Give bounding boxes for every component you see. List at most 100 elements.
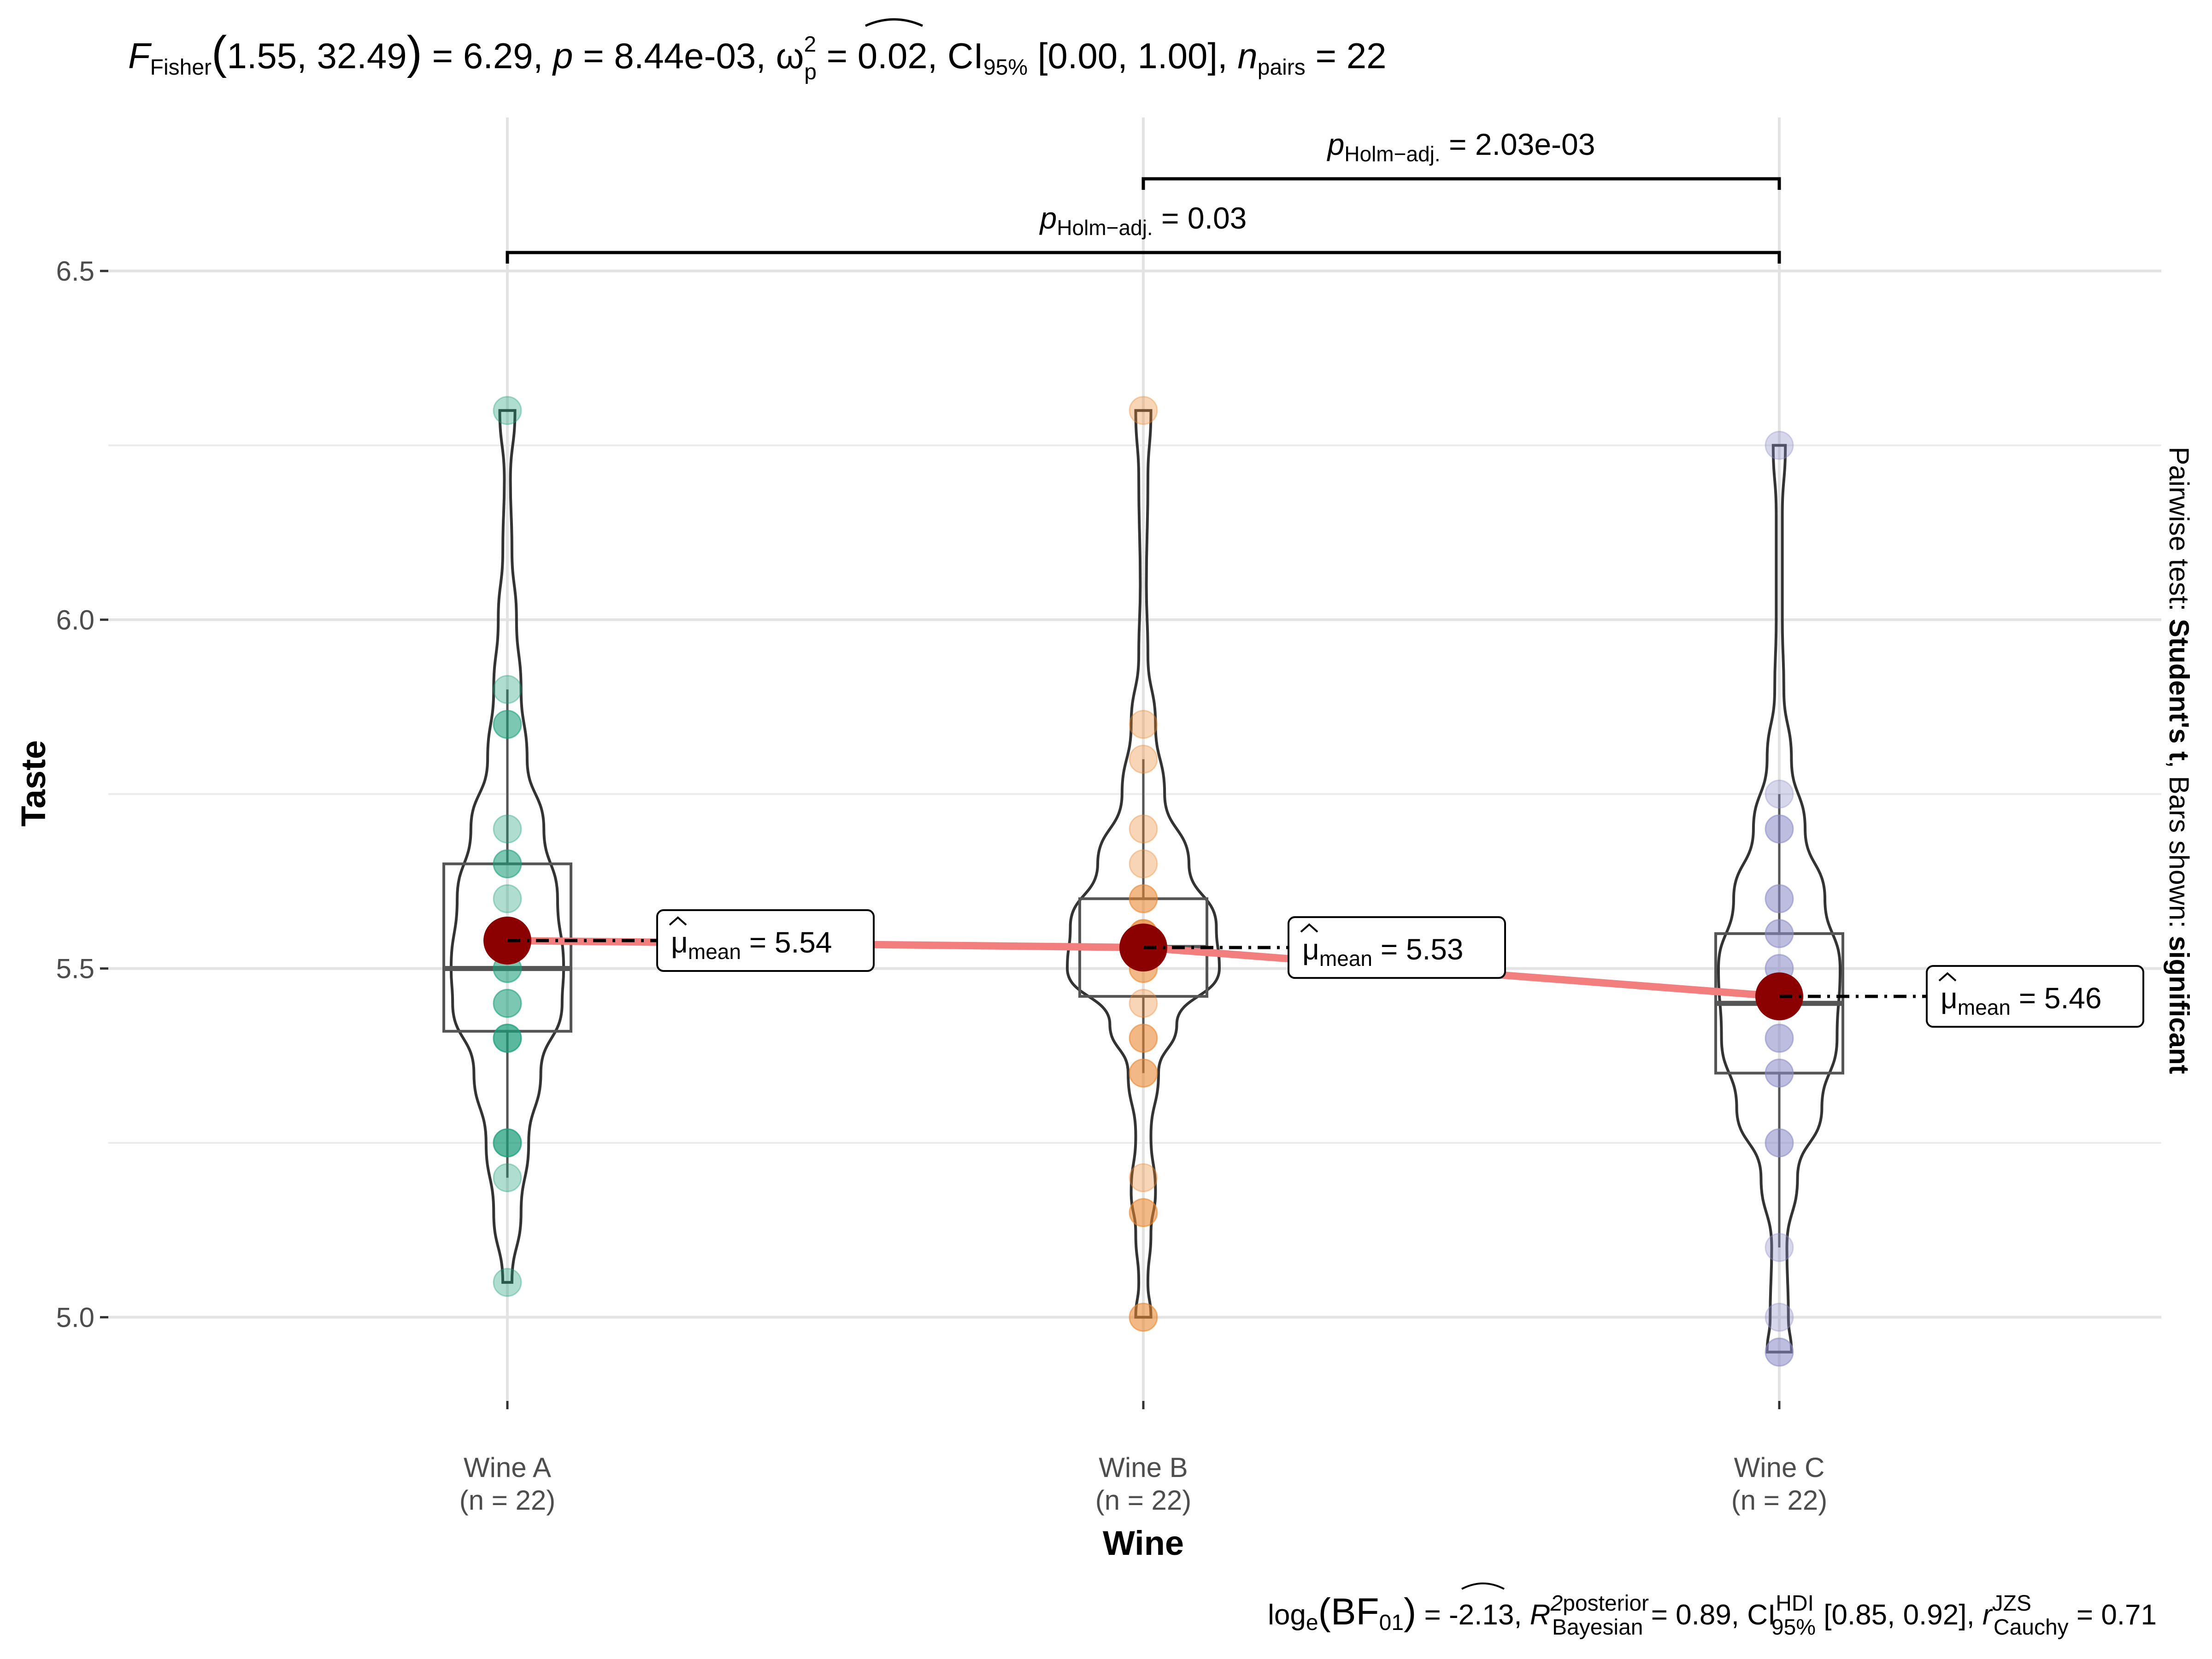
point-wine-a-0 [493,396,522,425]
point-wine-b-21 [1129,1302,1158,1332]
point-wine-b-16 [1129,1059,1158,1088]
point-wine-b-4 [1129,849,1158,879]
caption-r2-sub: Bayesian [1552,1615,1643,1640]
caption-r2-sup-extra: posterior [1563,1591,1649,1616]
point-wine-b-13 [1129,1024,1158,1053]
caption-ci-sub: 95% [1771,1615,1816,1640]
point-wine-a-1 [493,675,522,704]
point-wine-a-17 [493,1128,522,1158]
point-wine-b-2 [1129,745,1158,774]
subtitle-dfs: 1.55, 32.49 [227,35,406,76]
subtitle-stat-sub: Fisher [150,55,212,80]
sig-p-sub: Holm−adj. [1344,142,1440,166]
point-wine-a-12 [493,988,522,1018]
x-axis-title: Wine [1103,1524,1184,1562]
mean-label-symbol: μ [1302,933,1319,966]
sig-p-symbol: p [1327,127,1345,161]
chart-subtitle: FFisher(1.55, 32.49) = 6.29, p = 8.44e-0… [128,27,1386,84]
mean-label-sub: mean [1319,947,1372,971]
mean-label-value: = 5.54 [741,926,832,959]
significance-label-1: pHolm−adj. = 0.03 [1039,201,1247,240]
chart-caption: loge(BF01) = -2.13, R2posterior Bayesian … [1268,1591,2157,1640]
point-wine-b-19 [1129,1198,1158,1227]
point-wine-c-21 [1765,1337,1794,1367]
caption-ci-value: [0.85, 0.92], [1816,1599,1983,1631]
subtitle-n-symbol: n [1237,35,1257,76]
point-wine-a-14 [493,1024,522,1053]
mean-label-box-wine-b [1288,916,1506,979]
subtitle-ci-sub: 95% [983,55,1028,80]
point-wine-c-19 [1765,1302,1794,1332]
caption-r2-sup: 2 [1550,1591,1563,1616]
y-tick-label-0: 5.0 [56,1302,94,1333]
y-tick-label-3: 6.5 [56,256,94,287]
point-wine-c-18 [1765,1233,1794,1262]
point-wine-a-18 [493,1128,522,1158]
caption-r-symbol: r [1983,1599,1993,1631]
caption-r-sup: JZS [1992,1591,2031,1616]
mean-label-value: = 5.46 [2011,982,2102,1015]
point-wine-a-6 [493,849,522,879]
subtitle-omega-sup: 2 [804,32,817,57]
caption-r-value: = 0.71 [2069,1599,2157,1631]
subtitle-p-value: = 8.44e-03, [573,35,776,76]
point-wine-a-13 [493,988,522,1018]
point-wine-b-18 [1129,1198,1158,1227]
sig-p-value: = 2.03e-03 [1441,127,1595,161]
point-wine-b-14 [1129,1024,1158,1053]
point-wine-b-12 [1129,988,1158,1018]
mu-hat-icon [1938,972,1957,982]
point-wine-a-16 [493,1024,522,1053]
point-wine-b-3 [1129,814,1158,844]
subtitle-omega-sub: p [804,60,817,84]
x-category-label-wine-c: Wine C [1734,1452,1825,1483]
point-wine-a-19 [493,1128,522,1158]
point-wine-a-4 [493,814,522,844]
mean-label-wine-b: μmean = 5.53 [1302,933,1463,971]
pairwise-prefix: Pairwise test: [2164,447,2194,618]
significance-bar-1 [506,251,1781,264]
caption-bf-value: = -2.13, [1416,1599,1530,1631]
point-wine-c-13 [1765,1024,1794,1053]
subtitle-omega-value: = 0.02, CI [817,35,983,76]
violin-wine-b [1065,409,1221,1319]
point-wine-b-1 [1129,710,1158,739]
sig-p-sub: Holm−adj. [1057,216,1153,240]
mean-label-sub: mean [1958,995,2011,1019]
point-wine-c-5 [1765,884,1794,913]
point-wine-c-15 [1765,1059,1794,1088]
pairwise-test: Student's t [2164,619,2194,761]
subtitle-p-symbol: p [552,35,573,76]
point-wine-c-3 [1765,814,1794,844]
point-wine-c-17 [1765,1128,1794,1158]
x-category-label-wine-b: Wine B [1099,1452,1188,1483]
caption-ci-sup: HDI [1776,1591,1814,1616]
mean-label-symbol: μ [671,926,688,959]
point-wine-a-3 [493,710,522,739]
pairwise-middle: , Bars shown: [2164,760,2194,935]
caption-bf-open: (BF [1318,1591,1379,1633]
mean-label-value: = 5.53 [1372,933,1464,966]
y-axis-title: Taste [14,740,53,827]
mean-label-box-wine-a [656,909,875,972]
sig-p-symbol: p [1039,201,1057,235]
x-category-n-wine-a: (n = 22) [459,1485,555,1516]
mu-hat-icon [669,916,687,926]
y-tick-label-1: 5.5 [56,953,94,984]
mean-label-sub: mean [688,940,741,964]
point-wine-c-14 [1765,1059,1794,1088]
point-wine-a-21 [493,1268,522,1297]
sig-p-value: = 0.03 [1153,201,1247,235]
point-wine-c-6 [1765,919,1794,948]
point-wine-a-5 [493,849,522,879]
subtitle-close: ) [407,27,422,78]
caption-bf-sub: 01 [1379,1611,1404,1635]
subtitle-n-value: = 22 [1306,35,1387,76]
mean-label-wine-a: μmean = 5.54 [671,926,832,964]
subtitle-omega-symbol: ω [776,35,804,76]
